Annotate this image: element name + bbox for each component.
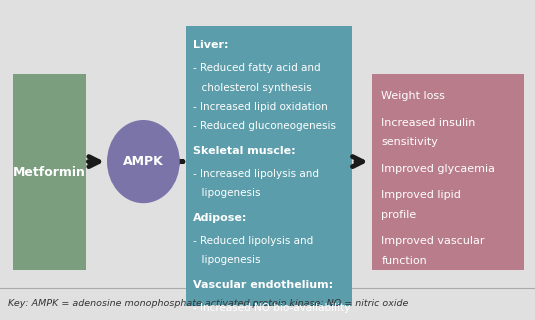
Text: Increased insulin: Increased insulin bbox=[381, 118, 476, 128]
Text: AMPK: AMPK bbox=[123, 155, 164, 168]
Bar bbox=[372, 74, 524, 270]
Text: - Reduced fatty acid and: - Reduced fatty acid and bbox=[193, 63, 320, 73]
Text: function: function bbox=[381, 256, 427, 266]
Text: Liver:: Liver: bbox=[193, 40, 228, 50]
Text: Improved lipid: Improved lipid bbox=[381, 190, 461, 200]
Text: - Increased lipolysis and: - Increased lipolysis and bbox=[193, 169, 319, 179]
Text: sensitivity: sensitivity bbox=[381, 137, 438, 147]
Text: - Reduced lipolysis and: - Reduced lipolysis and bbox=[193, 236, 313, 246]
Text: - Reduced gluconeogenesis: - Reduced gluconeogenesis bbox=[193, 121, 335, 131]
FancyBboxPatch shape bbox=[13, 74, 86, 270]
Text: Weight loss: Weight loss bbox=[381, 91, 445, 101]
Text: Key: AMPK = adenosine monophosphate activated protein kinase; NO = nitric oxide: Key: AMPK = adenosine monophosphate acti… bbox=[8, 299, 408, 308]
Bar bbox=[186, 26, 352, 306]
Text: Vascular endothelium:: Vascular endothelium: bbox=[193, 280, 333, 290]
Text: Improved vascular: Improved vascular bbox=[381, 236, 485, 246]
Text: Adipose:: Adipose: bbox=[193, 213, 247, 223]
Text: cholesterol synthesis: cholesterol synthesis bbox=[195, 83, 312, 92]
Text: - Increased lipid oxidation: - Increased lipid oxidation bbox=[193, 102, 327, 112]
Text: profile: profile bbox=[381, 210, 417, 220]
Text: Skeletal muscle:: Skeletal muscle: bbox=[193, 146, 295, 156]
Text: Improved glycaemia: Improved glycaemia bbox=[381, 164, 495, 174]
Text: - Increased NO bio-availability: - Increased NO bio-availability bbox=[193, 303, 350, 314]
Text: Metformin: Metformin bbox=[13, 165, 86, 179]
Text: lipogenesis: lipogenesis bbox=[195, 255, 261, 265]
Text: lipogenesis: lipogenesis bbox=[195, 188, 261, 198]
Ellipse shape bbox=[107, 120, 180, 203]
